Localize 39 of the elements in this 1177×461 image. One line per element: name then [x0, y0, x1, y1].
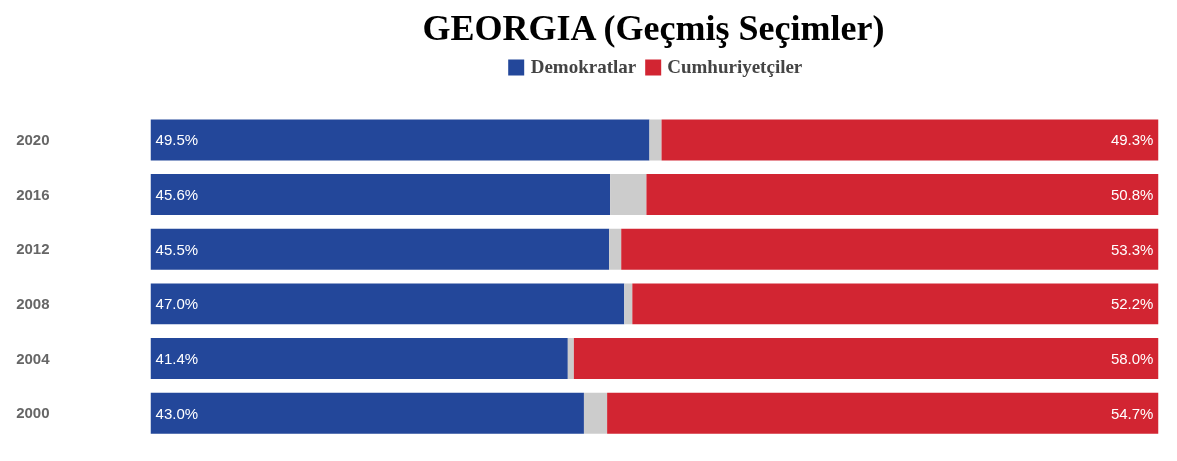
bar: [621, 228, 1159, 270]
y-tick-label: 2012: [16, 240, 50, 258]
data-label: 49.3%: [1110, 131, 1154, 149]
bar: [573, 338, 1159, 380]
chart-title: GEORGIA (Geçmiş Seçimler): [422, 7, 885, 48]
data-label: 43.0%: [155, 404, 199, 422]
data-label: 50.8%: [1110, 186, 1154, 204]
legend-label: Demokratlar: [530, 56, 637, 78]
data-label: 58.0%: [1110, 350, 1154, 368]
bar: [661, 119, 1159, 161]
y-tick-label: 2016: [16, 185, 50, 203]
y-tick-label: 2000: [16, 404, 50, 422]
bar: [583, 392, 608, 434]
bar: [646, 174, 1159, 216]
bar: [150, 228, 610, 270]
data-label: 41.4%: [155, 350, 199, 368]
y-tick-label: 2008: [16, 294, 50, 312]
bar: [567, 338, 574, 380]
bar: [150, 338, 568, 380]
bar: [150, 283, 625, 325]
data-label: 52.2%: [1110, 295, 1154, 313]
legend-label: Cumhuriyetçiler: [667, 56, 803, 78]
data-label: 47.0%: [155, 295, 199, 313]
data-label: 49.5%: [155, 131, 199, 149]
bar: [150, 392, 584, 434]
bar: [150, 119, 650, 161]
data-label: 45.5%: [155, 240, 199, 258]
bar: [609, 228, 622, 270]
y-tick-label: 2020: [16, 130, 50, 148]
data-label: 54.7%: [1110, 404, 1154, 422]
data-label: 53.3%: [1110, 240, 1154, 258]
y-tick-label: 2004: [16, 349, 51, 367]
data-label: 45.6%: [155, 186, 199, 204]
bar: [607, 392, 1159, 434]
bar: [649, 119, 662, 161]
bar: [150, 174, 611, 216]
bar: [624, 283, 633, 325]
bar: [632, 283, 1159, 325]
bar: [610, 174, 647, 216]
